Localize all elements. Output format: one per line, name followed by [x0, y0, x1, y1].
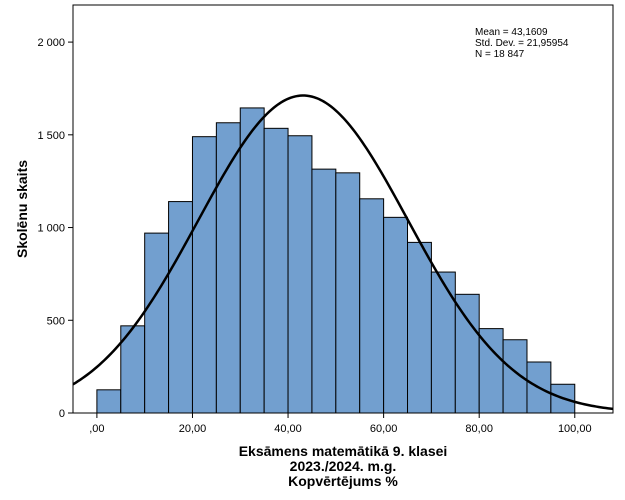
- x-tick-label: ,00: [89, 423, 104, 435]
- x-axis: ,00 20,00 40,00 60,00 80,00 100,00: [89, 413, 592, 435]
- y-tick-label: 0: [59, 408, 65, 420]
- histogram-bar: [359, 198, 385, 414]
- y-tick-label: 500: [47, 315, 65, 327]
- histogram-bar: [96, 389, 122, 414]
- histogram-bar: [263, 127, 289, 414]
- x-axis-title-line-1: Eksāmens matemātikā 9. klasei: [239, 443, 448, 459]
- bars-group: [96, 107, 576, 414]
- y-tick-label: 1 500: [37, 130, 65, 142]
- histogram-bar: [502, 339, 528, 414]
- y-tick-label: 2 000: [37, 37, 65, 49]
- x-axis-title-line-3: Kopvērtējums %: [288, 473, 398, 489]
- histogram-bar: [407, 241, 432, 414]
- stats-n: N = 18 847: [475, 49, 525, 60]
- stats-mean: Mean = 43,1609: [475, 27, 548, 38]
- x-tick-label: 40,00: [274, 423, 302, 435]
- histogram-bar: [239, 107, 265, 414]
- x-tick-label: 100,00: [558, 423, 592, 435]
- curve-group: [73, 94, 613, 411]
- histogram-bar: [168, 201, 193, 414]
- histogram-bar: [430, 271, 456, 414]
- histogram-bar: [454, 293, 480, 414]
- stats-std-dev: Std. Dev. = 21,95954: [475, 38, 569, 49]
- x-tick-label: 60,00: [370, 423, 398, 435]
- histogram-bar: [191, 136, 217, 414]
- x-axis-title-line-2: 2023./2024. m.g.: [290, 458, 397, 474]
- y-axis: 0 500 1 000 1 500 2 000: [37, 37, 73, 420]
- histogram-bar: [144, 232, 170, 414]
- histogram-bar: [311, 168, 337, 414]
- histogram-bar: [287, 135, 313, 414]
- x-tick-label: 20,00: [179, 423, 207, 435]
- histogram-bar: [335, 172, 361, 414]
- normal-curve: [73, 94, 613, 411]
- x-tick-label: 80,00: [465, 423, 493, 435]
- y-axis-title: Skolēnu skaits: [14, 160, 30, 258]
- histogram-bar: [383, 216, 409, 414]
- y-tick-label: 1 000: [37, 223, 65, 235]
